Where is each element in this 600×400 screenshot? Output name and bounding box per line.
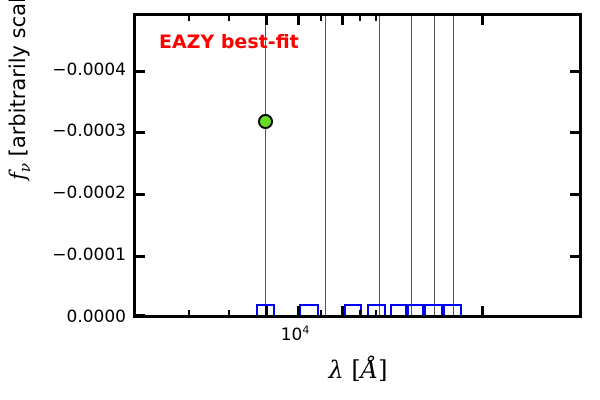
filter-box <box>299 304 319 315</box>
y-tick <box>570 131 579 134</box>
annotation-label: EAZY best-fit <box>159 31 299 53</box>
plot-axes: EAZY best-fit <box>133 13 582 318</box>
y-tick <box>136 193 145 196</box>
filter-box <box>256 304 275 315</box>
y-tick <box>570 70 579 73</box>
x-tick-minor <box>375 310 377 315</box>
y-tick <box>136 131 145 134</box>
y-tick <box>136 255 145 258</box>
x-tick-major <box>265 306 268 315</box>
x-tick-major <box>481 306 484 315</box>
y-tick-label: 0.0000 <box>66 307 126 327</box>
filter-box <box>424 304 443 315</box>
y-tick-label: −0.0003 <box>52 121 126 141</box>
y-tick-label: −0.0002 <box>52 183 126 203</box>
x-tick-minor <box>359 310 361 315</box>
x-tick-minor <box>228 16 230 21</box>
y-tick <box>570 193 579 196</box>
x-tick-minor <box>375 16 377 21</box>
y-tick <box>136 314 145 315</box>
y-tick-label: −0.0004 <box>52 60 126 80</box>
x-tick-minor <box>188 310 190 315</box>
spectrum-line <box>379 16 380 315</box>
y-tick <box>136 70 145 73</box>
x-tick-major <box>297 306 300 315</box>
x-tick-minor <box>320 16 322 21</box>
y-tick <box>570 255 579 258</box>
y-axis-label: fν [arbitrarily scaled] <box>6 0 35 180</box>
filter-box <box>390 304 409 315</box>
filter-box <box>405 304 424 315</box>
x-tick-minor <box>188 16 190 21</box>
x-tick-major <box>481 16 484 25</box>
x-tick-label: 104 <box>280 323 310 345</box>
filter-box <box>443 304 462 315</box>
x-tick-major <box>265 16 268 25</box>
y-tick-label: −0.0001 <box>52 245 126 265</box>
x-tick-major <box>297 16 300 25</box>
data-point <box>258 113 273 129</box>
x-tick-minor <box>228 310 230 315</box>
spectrum-line <box>411 16 412 315</box>
x-tick-major <box>341 306 344 315</box>
plot-area: EAZY best-fit <box>136 16 579 315</box>
x-tick-minor <box>320 310 322 315</box>
spectrum-line <box>453 16 454 315</box>
spectrum-line <box>434 16 435 315</box>
x-tick-major <box>341 16 344 25</box>
filter-box <box>367 304 386 315</box>
x-axis-label: λ [Å] <box>328 356 388 384</box>
x-tick-minor <box>359 16 361 21</box>
spectrum-line <box>265 16 266 315</box>
spectrum-line <box>325 16 326 315</box>
filter-box <box>344 304 362 315</box>
